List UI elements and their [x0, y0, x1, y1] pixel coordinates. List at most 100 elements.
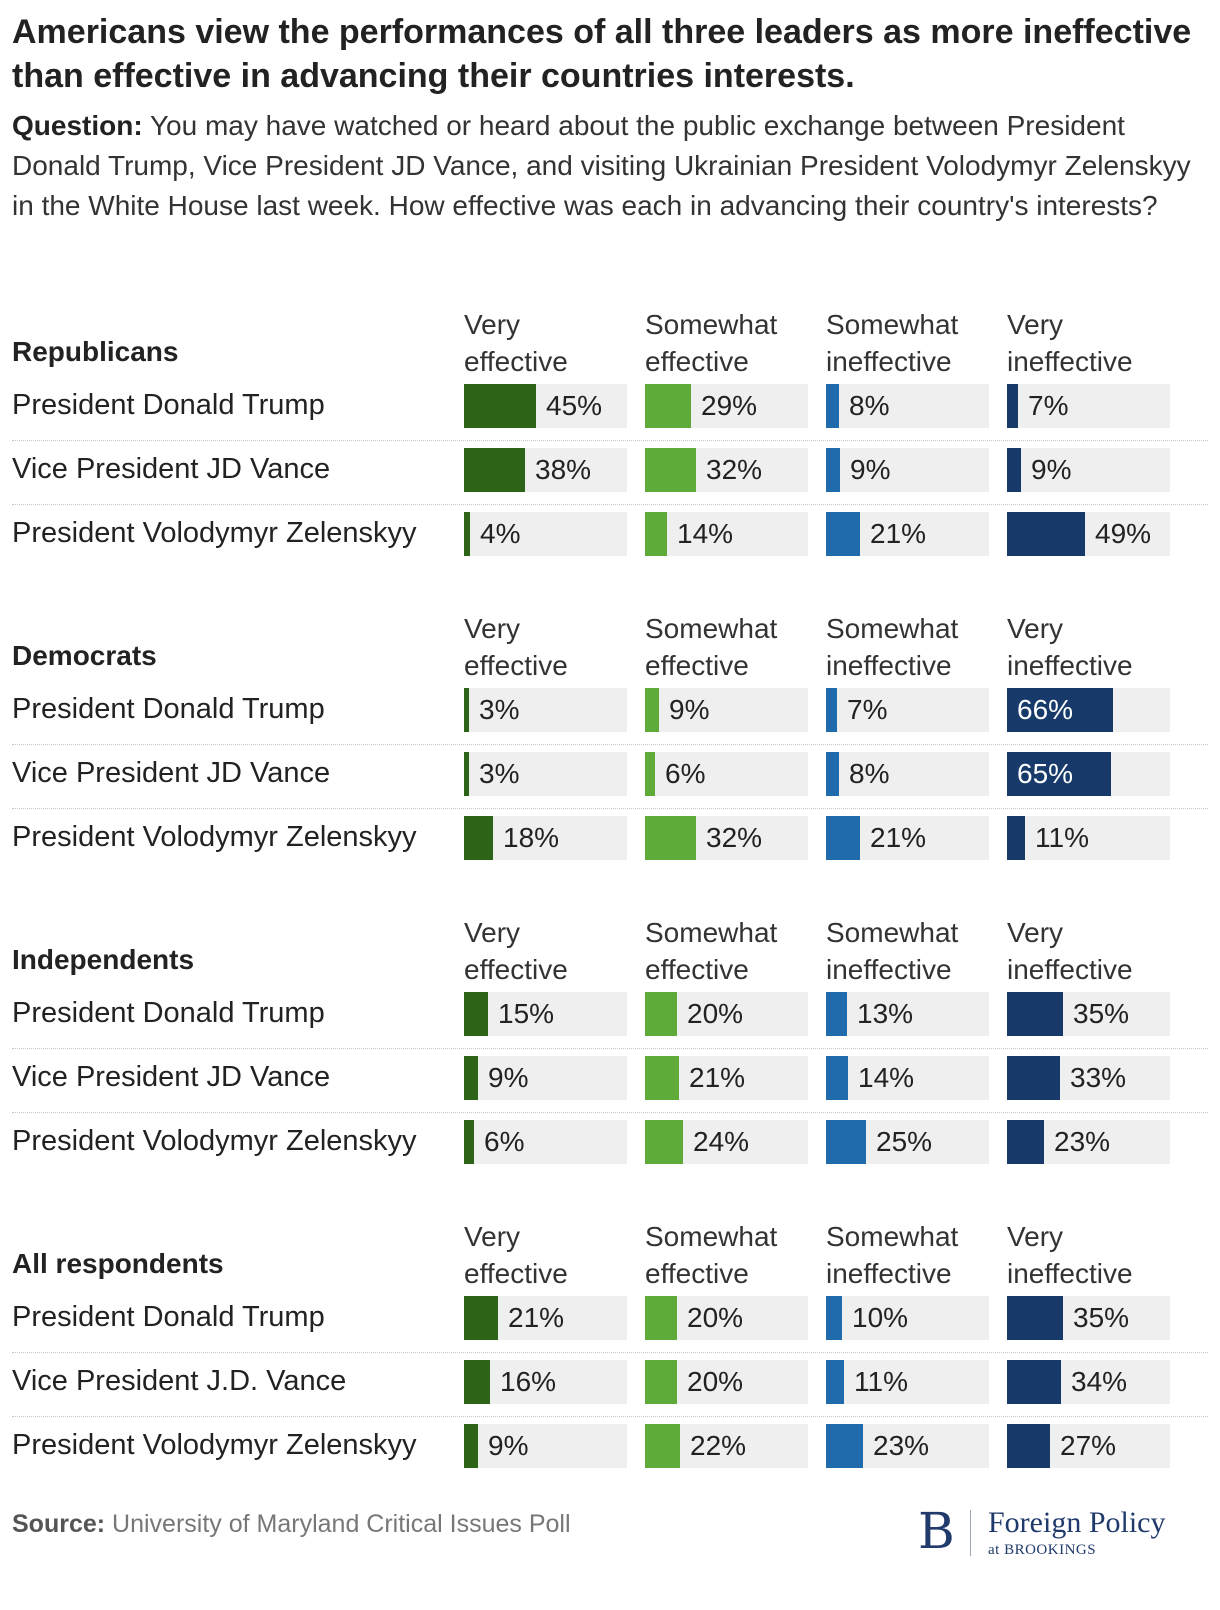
- group-label: Democrats: [12, 640, 157, 671]
- bar-value-label: 10%: [852, 1302, 909, 1333]
- bar-somewhat-ineffective: [826, 752, 839, 796]
- logo-divider: [970, 1510, 971, 1556]
- column-header-very-ineffective: Very ineffective: [1007, 610, 1187, 684]
- column-header-very-effective: Very effective: [464, 306, 644, 380]
- bar-track-very-effective: 21%: [464, 1296, 627, 1340]
- bar-very-effective: [464, 688, 469, 732]
- table-row: President Donald Trump 15% 20% 13% 35%: [0, 982, 1220, 1049]
- bar-track-very-ineffective: 35%: [1007, 992, 1170, 1036]
- bar-value-label: 13%: [857, 998, 914, 1029]
- group-democrats: Democrats Very effective Somewhat effective S…: [0, 610, 1220, 872]
- bar-track-very-effective: 16%: [464, 1360, 627, 1404]
- bar-track-very-ineffective: 35%: [1007, 1296, 1170, 1340]
- group-independents: Independents Very effective Somewhat effecti…: [0, 914, 1220, 1176]
- bar-track-very-effective: 15%: [464, 992, 627, 1036]
- bar-track-very-ineffective: 7%: [1007, 384, 1170, 428]
- group-label: Republicans: [12, 336, 179, 367]
- bar-track-somewhat-effective: 22%: [645, 1424, 808, 1468]
- bar-very-effective: [464, 1424, 478, 1468]
- bar-value-label: 24%: [693, 1126, 750, 1157]
- column-header-somewhat-effective: Somewhat effective: [645, 914, 825, 988]
- column-header-somewhat-effective: Somewhat effective: [645, 306, 825, 380]
- bar-track-very-effective: 3%: [464, 752, 627, 796]
- table-row: Vice President JD Vance 38% 32% 9% 9%: [0, 438, 1220, 505]
- bar-value-label: 21%: [689, 1062, 746, 1093]
- bar-somewhat-effective: [645, 512, 667, 556]
- row-label: President Donald Trump: [12, 1301, 325, 1333]
- bar-somewhat-effective: [645, 816, 696, 860]
- source-prefix: Source:: [12, 1510, 106, 1538]
- column-header-line1: Very: [464, 309, 521, 340]
- brookings-logo: B Foreign Policy at BROOKINGS: [918, 1502, 1188, 1562]
- bar-track-somewhat-ineffective: 11%: [826, 1360, 989, 1404]
- column-header-line2: effective: [464, 1258, 568, 1289]
- column-header-line2: ineffective: [1007, 1258, 1133, 1289]
- column-header-line1: Very: [1007, 613, 1064, 644]
- bar-very-effective: [464, 1360, 490, 1404]
- row-label: President Volodymyr Zelenskyy: [12, 1125, 417, 1157]
- bar-somewhat-ineffective: [826, 1120, 866, 1164]
- column-header-line2: ineffective: [1007, 650, 1133, 681]
- bar-value-label: 32%: [706, 822, 763, 853]
- row-separator: [12, 504, 1208, 505]
- bar-track-somewhat-effective: 20%: [645, 1360, 808, 1404]
- bar-track-very-ineffective: 9%: [1007, 448, 1170, 492]
- column-header-line2: ineffective: [826, 954, 952, 985]
- table-row: Vice President JD Vance 3% 6% 8% 65%: [0, 742, 1220, 809]
- table-row: Vice President JD Vance 9% 21% 14% 33%: [0, 1046, 1220, 1113]
- bar-track-somewhat-ineffective: 8%: [826, 752, 989, 796]
- group-label: Independents: [12, 944, 195, 975]
- bar-track-somewhat-ineffective: 8%: [826, 384, 989, 428]
- bar-very-ineffective: [1007, 1120, 1044, 1164]
- bar-somewhat-ineffective: [826, 816, 860, 860]
- bar-somewhat-ineffective: [826, 1056, 848, 1100]
- bar-very-effective: [464, 992, 488, 1036]
- bar-track-very-ineffective: 23%: [1007, 1120, 1170, 1164]
- bar-value-label: 9%: [850, 454, 891, 485]
- bar-somewhat-effective: [645, 752, 655, 796]
- column-header-line2: effective: [464, 346, 568, 377]
- bar-value-label: 7%: [847, 694, 888, 725]
- bar-very-effective: [464, 752, 469, 796]
- bar-track-somewhat-ineffective: 25%: [826, 1120, 989, 1164]
- table-row: President Volodymyr Zelenskyy 9% 22% 23% 27%: [0, 1414, 1220, 1480]
- column-header-line2: ineffective: [1007, 346, 1133, 377]
- bar-very-ineffective: [1007, 816, 1025, 860]
- bar-somewhat-ineffective: [826, 1424, 863, 1468]
- bar-value-label: 11%: [1035, 822, 1089, 853]
- bar-somewhat-effective: [645, 448, 696, 492]
- table-row: President Donald Trump 21% 20% 10% 35%: [0, 1286, 1220, 1353]
- bar-very-effective: [464, 384, 536, 428]
- column-header-line1: Somewhat: [826, 1221, 959, 1252]
- bar-track-somewhat-effective: 20%: [645, 992, 808, 1036]
- column-header-line1: Very: [464, 1221, 521, 1252]
- bar-very-effective: [464, 512, 470, 556]
- row-label: President Volodymyr Zelenskyy: [12, 517, 417, 549]
- bar-value-label: 27%: [1060, 1430, 1117, 1461]
- bar-value-label: 35%: [1073, 998, 1130, 1029]
- bar-somewhat-ineffective: [826, 688, 837, 732]
- bar-somewhat-effective: [645, 1424, 680, 1468]
- column-header-line1: Very: [1007, 917, 1064, 948]
- bar-value-label: 22%: [690, 1430, 747, 1461]
- column-header-very-ineffective: Very ineffective: [1007, 306, 1187, 380]
- bar-very-ineffective: [1007, 1296, 1063, 1340]
- column-header-line1: Somewhat: [645, 613, 778, 644]
- bar-value-label: 9%: [488, 1430, 529, 1461]
- bar-track-somewhat-effective: 29%: [645, 384, 808, 428]
- bar-track-very-ineffective: 33%: [1007, 1056, 1170, 1100]
- bar-somewhat-effective: [645, 1360, 677, 1404]
- row-label: Vice President J.D. Vance: [12, 1365, 347, 1397]
- bar-somewhat-effective: [645, 688, 659, 732]
- bar-value-label: 20%: [687, 1302, 744, 1333]
- column-header-line1: Somewhat: [645, 309, 778, 340]
- bar-track-very-ineffective: 34%: [1007, 1360, 1170, 1404]
- bar-value-label: 21%: [870, 518, 927, 549]
- source-text: University of Maryland Critical Issues P…: [105, 1510, 571, 1538]
- bar-value-label: 4%: [480, 518, 521, 549]
- table-row: President Volodymyr Zelenskyy 4% 14% 21% 49%: [0, 502, 1220, 568]
- table-row: President Donald Trump 45% 29% 8% 7%: [0, 374, 1220, 441]
- bar-very-ineffective: [1007, 512, 1085, 556]
- bar-value-label: 9%: [1031, 454, 1072, 485]
- bar-track-somewhat-ineffective: 21%: [826, 512, 989, 556]
